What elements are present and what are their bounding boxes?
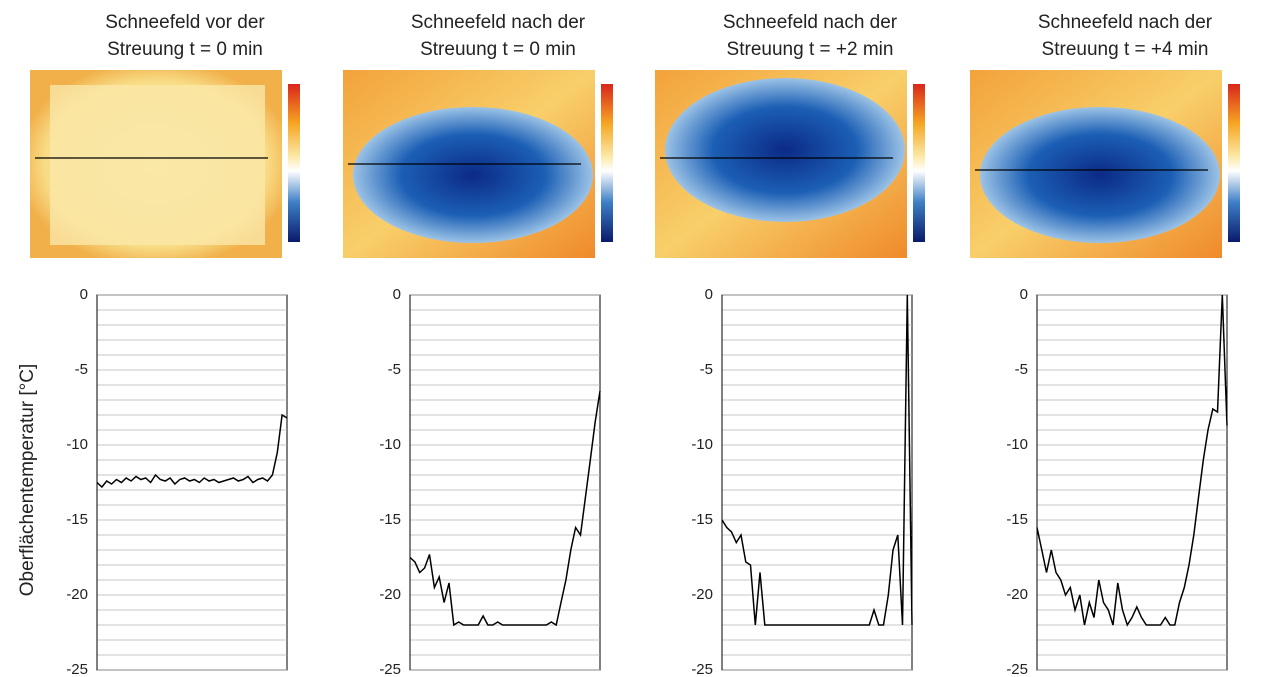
data-line	[1036, 294, 1228, 627]
y-tick-label: -20	[66, 586, 88, 603]
y-tick-label: -5	[75, 361, 88, 378]
y-tick-label: -25	[66, 661, 88, 677]
y-tick-label: -5	[700, 361, 713, 378]
plot-area	[1036, 294, 1228, 671]
chart-title: Streuung t = 0 min	[420, 39, 576, 60]
y-tick-label: 0	[80, 286, 88, 303]
y-tick-label: -15	[379, 511, 401, 528]
y-tick-label: -10	[66, 436, 88, 453]
y-tick-label: -15	[66, 511, 88, 528]
plot-area	[96, 294, 288, 671]
plot-area	[721, 294, 913, 671]
plot-area	[409, 294, 601, 671]
y-tick-label: -10	[379, 436, 401, 453]
y-tick-label: -15	[691, 511, 713, 528]
color-scale	[288, 84, 300, 242]
color-scale	[601, 84, 613, 242]
chart-title: Streuung t = +4 min	[1042, 39, 1209, 60]
snow-field	[50, 85, 265, 245]
cold-area	[980, 107, 1220, 243]
y-tick-label: -15	[1006, 511, 1028, 528]
y-tick-label: 0	[705, 286, 713, 303]
y-tick-label: -25	[379, 661, 401, 677]
y-tick-label: -5	[388, 361, 401, 378]
chart-title: Schneefeld vor der	[105, 12, 265, 33]
cold-area	[665, 78, 905, 222]
chart-title: Schneefeld nach der	[411, 12, 586, 33]
color-scale	[1228, 84, 1240, 242]
y-tick-label: -25	[1006, 661, 1028, 677]
y-tick-label: -5	[1015, 361, 1028, 378]
y-tick-label: 0	[393, 286, 401, 303]
y-tick-label: -10	[691, 436, 713, 453]
chart-title: Streuung t = 0 min	[107, 39, 263, 60]
y-tick-label: 0	[1020, 286, 1028, 303]
chart-title: Schneefeld nach der	[1038, 12, 1213, 33]
chart-title: Schneefeld nach der	[723, 12, 898, 33]
data-line	[96, 413, 288, 489]
y-axis-label: Oberflächentemperatur [°C]	[17, 364, 38, 597]
y-tick-label: -10	[1006, 436, 1028, 453]
y-tick-label: -20	[379, 586, 401, 603]
data-line	[721, 294, 913, 626]
cold-area	[353, 107, 593, 243]
data-line	[409, 390, 601, 627]
y-tick-label: -25	[691, 661, 713, 677]
y-tick-label: -20	[691, 586, 713, 603]
color-scale	[913, 84, 925, 242]
y-tick-label: -20	[1006, 586, 1028, 603]
chart-title: Streuung t = +2 min	[727, 39, 894, 60]
